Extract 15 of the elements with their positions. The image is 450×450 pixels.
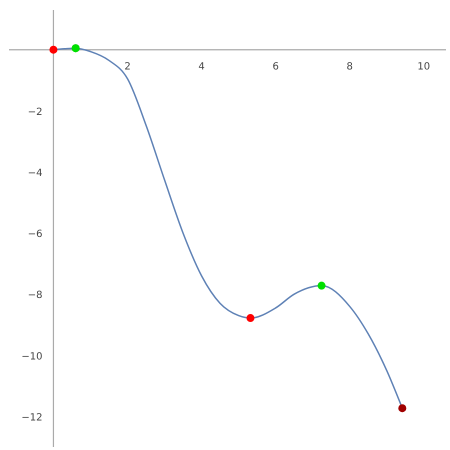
x-tick-label: 4 — [198, 62, 205, 73]
x-tick-label: 8 — [346, 62, 353, 73]
y-tick-label: −8 — [28, 290, 42, 302]
x-tick-label: 2 — [124, 62, 131, 73]
point — [246, 314, 254, 322]
y-tick-label: −12 — [21, 412, 42, 424]
y-tick-label: −10 — [21, 351, 42, 362]
point — [318, 282, 326, 290]
x-tick-label: 10 — [417, 62, 430, 73]
y-tick-label: −2 — [28, 106, 42, 118]
point — [398, 404, 406, 412]
y-tick-label: −4 — [28, 168, 42, 179]
x-tick-label: 6 — [272, 62, 279, 73]
point — [49, 46, 58, 54]
y-tick-label: −6 — [28, 229, 42, 240]
